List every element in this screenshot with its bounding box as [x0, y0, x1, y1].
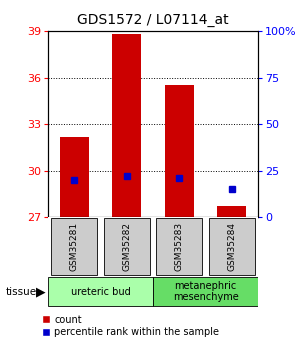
- Bar: [156, 218, 202, 275]
- Text: GSM35283: GSM35283: [175, 222, 184, 271]
- Bar: [153, 277, 258, 306]
- Text: GSM35281: GSM35281: [70, 222, 79, 271]
- Bar: [209, 218, 255, 275]
- Text: metanephric
mesenchyme: metanephric mesenchyme: [172, 281, 239, 302]
- Legend: count, percentile rank within the sample: count, percentile rank within the sample: [41, 315, 220, 337]
- Bar: [217, 207, 246, 217]
- Text: ▶: ▶: [36, 285, 45, 298]
- Text: GSM35284: GSM35284: [227, 222, 236, 271]
- Bar: [112, 34, 141, 217]
- Text: ureteric bud: ureteric bud: [70, 287, 130, 296]
- Bar: [48, 277, 153, 306]
- Bar: [165, 86, 194, 217]
- Text: tissue: tissue: [6, 287, 37, 296]
- Title: GDS1572 / L07114_at: GDS1572 / L07114_at: [77, 13, 229, 27]
- Bar: [104, 218, 150, 275]
- Bar: [60, 137, 89, 217]
- Bar: [51, 218, 97, 275]
- Text: GSM35282: GSM35282: [122, 222, 131, 271]
